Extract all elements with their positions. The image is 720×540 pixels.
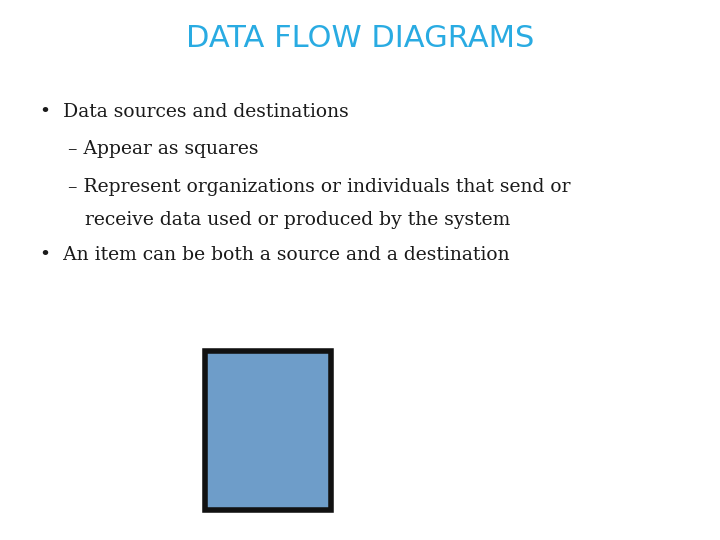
Text: receive data used or produced by the system: receive data used or produced by the sys… xyxy=(85,211,510,228)
Text: DATA FLOW DIAGRAMS: DATA FLOW DIAGRAMS xyxy=(186,24,534,53)
Text: – Appear as squares: – Appear as squares xyxy=(68,140,259,158)
Bar xyxy=(205,351,331,510)
Text: – Represent organizations or individuals that send or: – Represent organizations or individuals… xyxy=(68,178,571,196)
Text: •  Data sources and destinations: • Data sources and destinations xyxy=(40,103,348,120)
Text: •  An item can be both a source and a destination: • An item can be both a source and a des… xyxy=(40,246,509,264)
